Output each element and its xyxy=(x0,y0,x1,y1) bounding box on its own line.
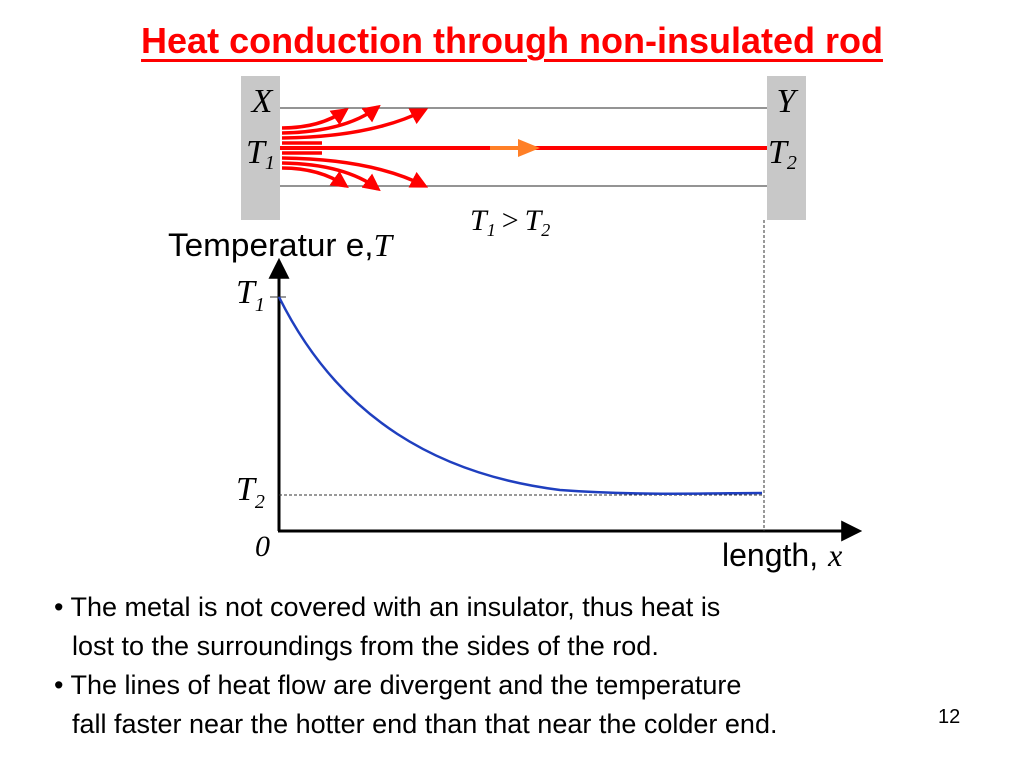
temperature-curve xyxy=(277,296,763,495)
heat-arrow-down-1 xyxy=(281,156,429,188)
rod-end-right xyxy=(767,76,806,220)
centre-flow-arrow-icon xyxy=(490,139,540,157)
slide-title: Heat conduction through non-insulated ro… xyxy=(141,20,883,61)
bullet-list: • The metal is not covered with an insul… xyxy=(54,588,1014,744)
rod-temp-left-label: T1 xyxy=(246,134,275,174)
relation-operator: > xyxy=(502,204,519,237)
bullet-line: • The metal is not covered with an insul… xyxy=(54,592,721,622)
temperature-graph: T1 T2 0 Temperatur e, T length, x xyxy=(168,220,863,573)
graph-ytick-t2-sub: 2 xyxy=(255,491,265,513)
rod-temp-right-sub: 2 xyxy=(787,152,797,174)
heat-arrow-up-3 xyxy=(281,108,429,140)
rod-temp-left-base: T xyxy=(246,134,267,171)
relation-right-sub: 2 xyxy=(541,220,550,240)
rod-end-label-y: Y xyxy=(777,83,799,120)
bullet-line: fall faster near the hotter end than tha… xyxy=(72,709,778,739)
temperature-relation: T1 > T2 xyxy=(470,204,550,240)
rod-end-label-x: X xyxy=(250,83,274,120)
graph-x-axis-label: length, x xyxy=(722,537,842,573)
relation-left-base: T xyxy=(470,204,489,237)
graph-ytick-t2-base: T xyxy=(236,471,257,508)
graph-y-axis-label-symbol: T xyxy=(373,227,394,263)
heat-arrow-up-2 xyxy=(281,104,381,135)
bullet-item: • The metal is not covered with an insul… xyxy=(54,588,1014,666)
graph-x-axis-label-text: length, xyxy=(722,537,818,573)
bullet-line: • The lines of heat flow are divergent a… xyxy=(54,670,742,700)
slide-number: 12 xyxy=(938,706,961,728)
graph-ytick-t1-sub: 1 xyxy=(255,294,265,316)
heat-arrow-up-1 xyxy=(281,108,349,130)
graph-ytick-t1-base: T xyxy=(236,274,257,311)
heat-arrow-down-3 xyxy=(281,166,349,188)
graph-y-axis-label-text: Temperatur e, xyxy=(168,227,373,263)
rod-temp-left-sub: 1 xyxy=(265,152,275,174)
rod-temp-right-label: T2 xyxy=(768,134,797,174)
rod-end-left xyxy=(241,76,280,220)
relation-left-sub: 1 xyxy=(487,220,496,240)
heat-arrow-down-2 xyxy=(281,161,381,192)
bullet-item: • The lines of heat flow are divergent a… xyxy=(54,666,1014,744)
heat-loss-arrows xyxy=(281,104,429,192)
graph-ytick-t1: T1 xyxy=(236,274,265,316)
graph-x-axis-label-symbol: x xyxy=(827,537,842,573)
rod-temp-right-base: T xyxy=(768,134,789,171)
graph-ytick-t2: T2 xyxy=(236,471,265,513)
graph-y-axis-label: Temperatur e, T xyxy=(168,227,394,263)
relation-right-base: T xyxy=(525,204,544,237)
graph-origin-label: 0 xyxy=(255,530,270,563)
bullet-line: lost to the surroundings from the sides … xyxy=(72,631,659,661)
